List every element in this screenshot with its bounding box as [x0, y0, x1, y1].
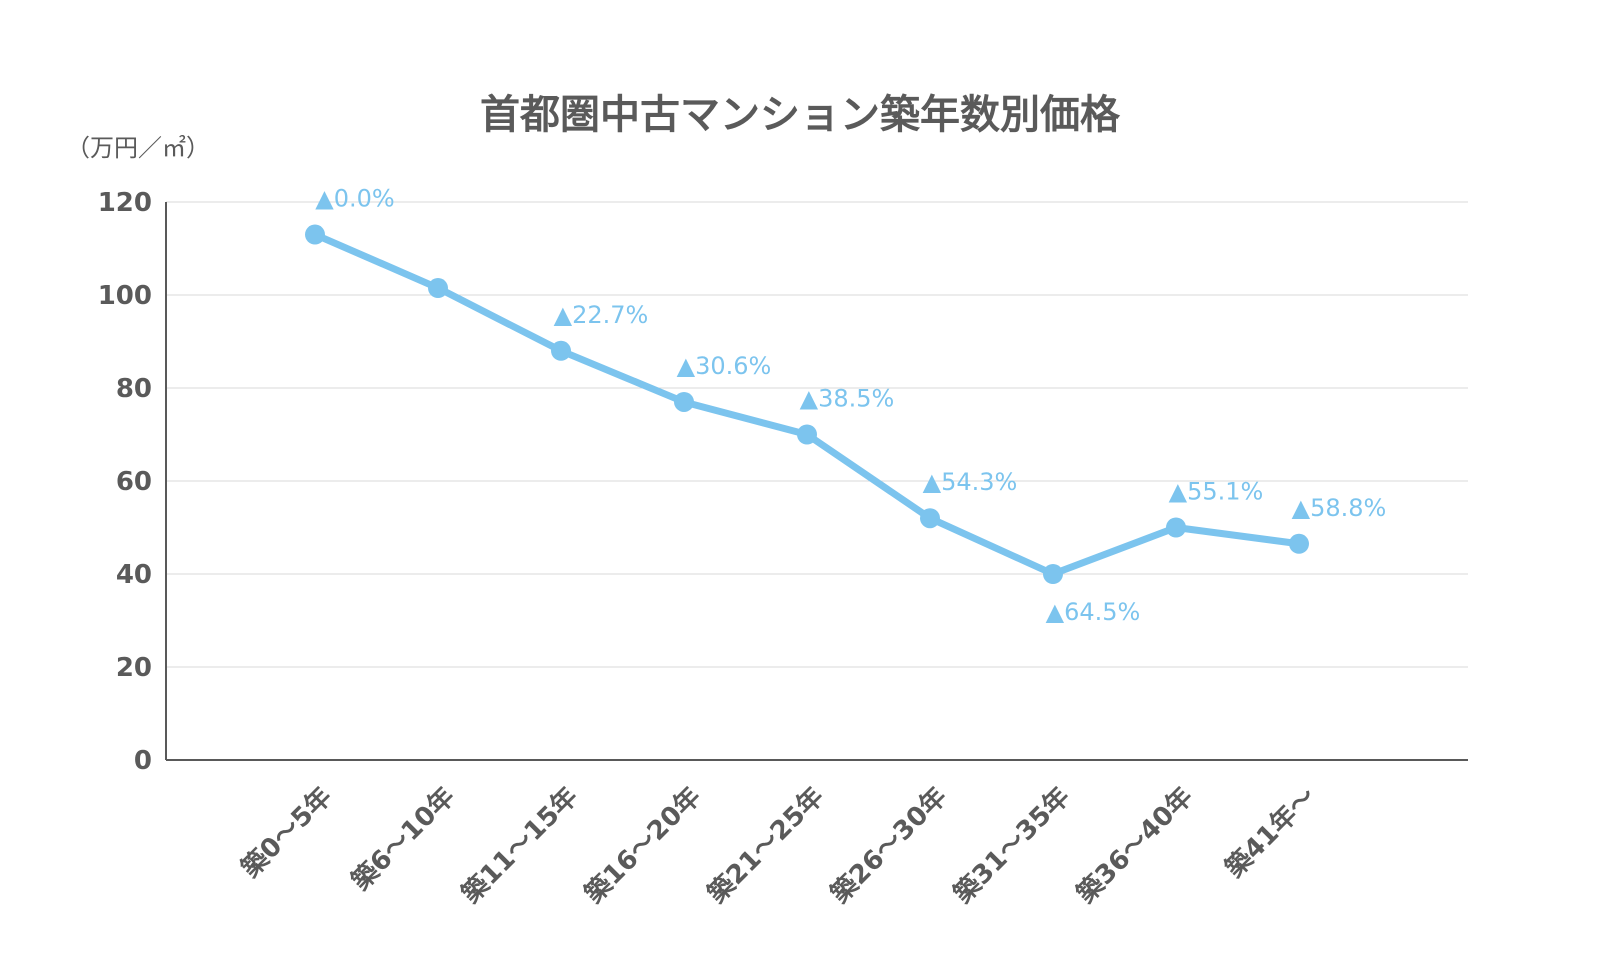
y-tick-label: 20 [116, 653, 152, 683]
y-axis-ticks: 0 20 40 60 80 100 120 [98, 188, 152, 776]
y-axis-unit-label: （万円／㎡） [66, 134, 210, 162]
data-point [428, 278, 448, 299]
data-label: ▲0.0% [315, 185, 394, 213]
x-axis-ticks: 築0～5年 築6～10年築11～15年築16～20年築21～25年築26～30年築… [235, 781, 1322, 910]
chart-title: 首都圏中古マンション築年数別価格 [480, 92, 1121, 138]
data-annotations: ▲0.0% ▲22.7% ▲30.6% ▲38.5% ▲54.3% ▲64.5% ▲55.1… [315, 185, 1386, 626]
data-point [797, 424, 817, 445]
x-tick-label: 築6～10年 [345, 781, 461, 897]
data-point [1166, 517, 1186, 538]
y-tick-label: 0 [134, 746, 152, 776]
y-tick-label: 80 [116, 374, 152, 404]
x-tick-label: 築41年～ [1219, 781, 1322, 884]
data-label: ▲55.1% [1169, 478, 1264, 506]
data-label: ▲64.5% [1046, 598, 1141, 626]
data-point [305, 224, 325, 245]
y-tick-label: 100 [98, 281, 152, 311]
x-tick-label: 築31～35年 [947, 781, 1076, 910]
x-tick-label: 築26～30年 [824, 781, 953, 910]
y-tick-label: 60 [116, 467, 152, 497]
x-tick-label: 築36～40年 [1070, 781, 1199, 910]
data-point [1289, 533, 1309, 554]
data-point [674, 391, 694, 412]
data-point [920, 508, 940, 529]
data-label: ▲58.8% [1292, 494, 1387, 522]
x-tick-label: 築21～25年 [701, 781, 830, 910]
y-tick-label: 40 [116, 560, 152, 590]
data-point [551, 340, 571, 361]
axes [165, 202, 1468, 761]
grid-lines [166, 201, 1468, 668]
x-tick-label: 築0～5年 [235, 781, 338, 884]
data-point [1043, 564, 1063, 584]
data-label: ▲38.5% [800, 385, 895, 413]
data-points [305, 224, 1309, 584]
y-tick-label: 120 [98, 188, 152, 218]
x-tick-label: 築16～20年 [578, 781, 707, 910]
data-label: ▲54.3% [923, 468, 1018, 496]
data-label: ▲22.7% [554, 301, 649, 329]
data-label: ▲30.6% [677, 352, 772, 380]
x-tick-label: 築11～15年 [455, 781, 584, 910]
